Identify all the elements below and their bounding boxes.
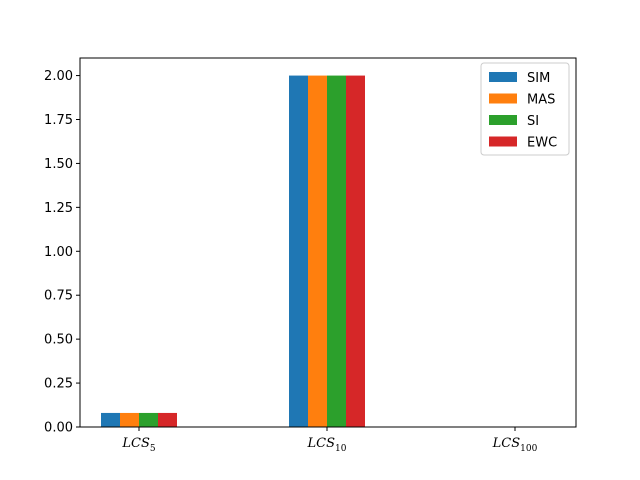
- bars-group: [101, 75, 365, 428]
- legend-swatch-sim: [489, 72, 517, 82]
- x-tick-label: LCS5: [121, 436, 156, 454]
- bar-sim-lcs10: [289, 75, 308, 428]
- legend-frame: [480, 62, 570, 156]
- x-tick-label: LCS10: [307, 436, 347, 454]
- legend-swatch-mas: [489, 93, 517, 104]
- x-axis: LCS5 LCS10 LCS100: [121, 427, 538, 454]
- legend-swatch-si: [489, 115, 517, 125]
- y-tick-label: 0.75: [44, 289, 73, 304]
- legend-label-mas: MAS: [527, 93, 555, 108]
- y-tick-label: 0.25: [44, 377, 73, 392]
- bar-ewc-lcs5: [158, 412, 177, 427]
- bar-si-lcs5: [139, 412, 158, 427]
- bar-mas-lcs10: [308, 75, 327, 428]
- y-tick-label: 1.25: [44, 201, 73, 216]
- y-axis: 0.00 0.25 0.50 0.75 1.00 1.25 1.50 1.75 2.00: [44, 69, 80, 436]
- legend-swatch-ewc: [489, 136, 517, 147]
- legend-label-ewc: EWC: [527, 136, 557, 151]
- y-tick-label: 0.50: [44, 333, 73, 348]
- legend-label-sim: SIM: [527, 71, 550, 86]
- bar-si-lcs10: [327, 75, 346, 428]
- y-tick-label: 1.50: [44, 157, 73, 172]
- plot-frame: [79, 57, 577, 428]
- y-tick-label: 1.75: [44, 113, 73, 128]
- y-tick-label: 1.00: [44, 245, 73, 260]
- legend: SIM MAS SI EWC: [480, 62, 570, 156]
- y-tick-label: 0.00: [44, 421, 73, 436]
- bar-sim-lcs5: [101, 412, 120, 427]
- bar-mas-lcs5: [120, 412, 139, 427]
- y-tick-label: 2.00: [44, 69, 73, 84]
- legend-label-si: SI: [527, 114, 539, 129]
- bar-ewc-lcs10: [346, 75, 365, 428]
- x-tick-label: LCS100: [492, 436, 538, 454]
